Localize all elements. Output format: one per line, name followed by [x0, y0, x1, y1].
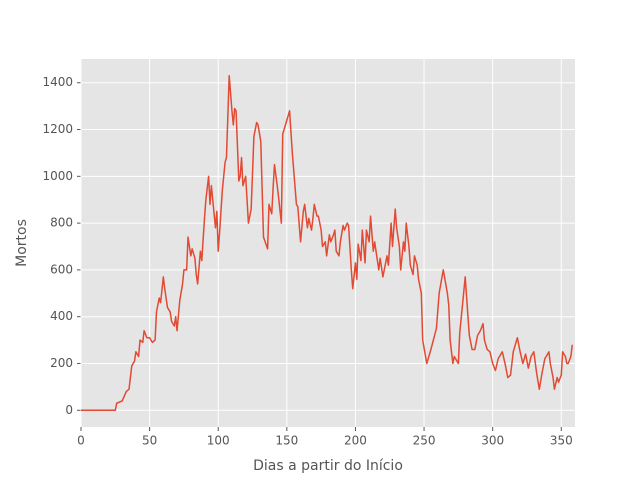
x-tick-label: 350 — [550, 434, 573, 448]
y-tick-label: 600 — [50, 262, 73, 276]
y-tick-label: 400 — [50, 309, 73, 323]
x-tick-label: 0 — [77, 434, 85, 448]
line — [81, 74, 574, 412]
y-tick-label: 0 — [65, 403, 73, 417]
x-tick-label: 200 — [344, 434, 367, 448]
x-tick-label: 250 — [413, 434, 436, 448]
y-tick-label: 800 — [50, 216, 73, 230]
y-tick-label: 200 — [50, 356, 73, 370]
y-axis-label: Mortos — [14, 219, 30, 267]
x-tick-label: 50 — [142, 434, 157, 448]
y-tick-label: 1400 — [42, 75, 73, 89]
x-tick-label: 100 — [207, 434, 230, 448]
y-tick-label: 1000 — [42, 169, 73, 183]
x-tick-label: 300 — [481, 434, 504, 448]
x-axis-label: Dias a partir do Início — [253, 458, 403, 474]
x-tick-label: 150 — [275, 434, 298, 448]
y-tick-label: 1200 — [42, 122, 73, 136]
